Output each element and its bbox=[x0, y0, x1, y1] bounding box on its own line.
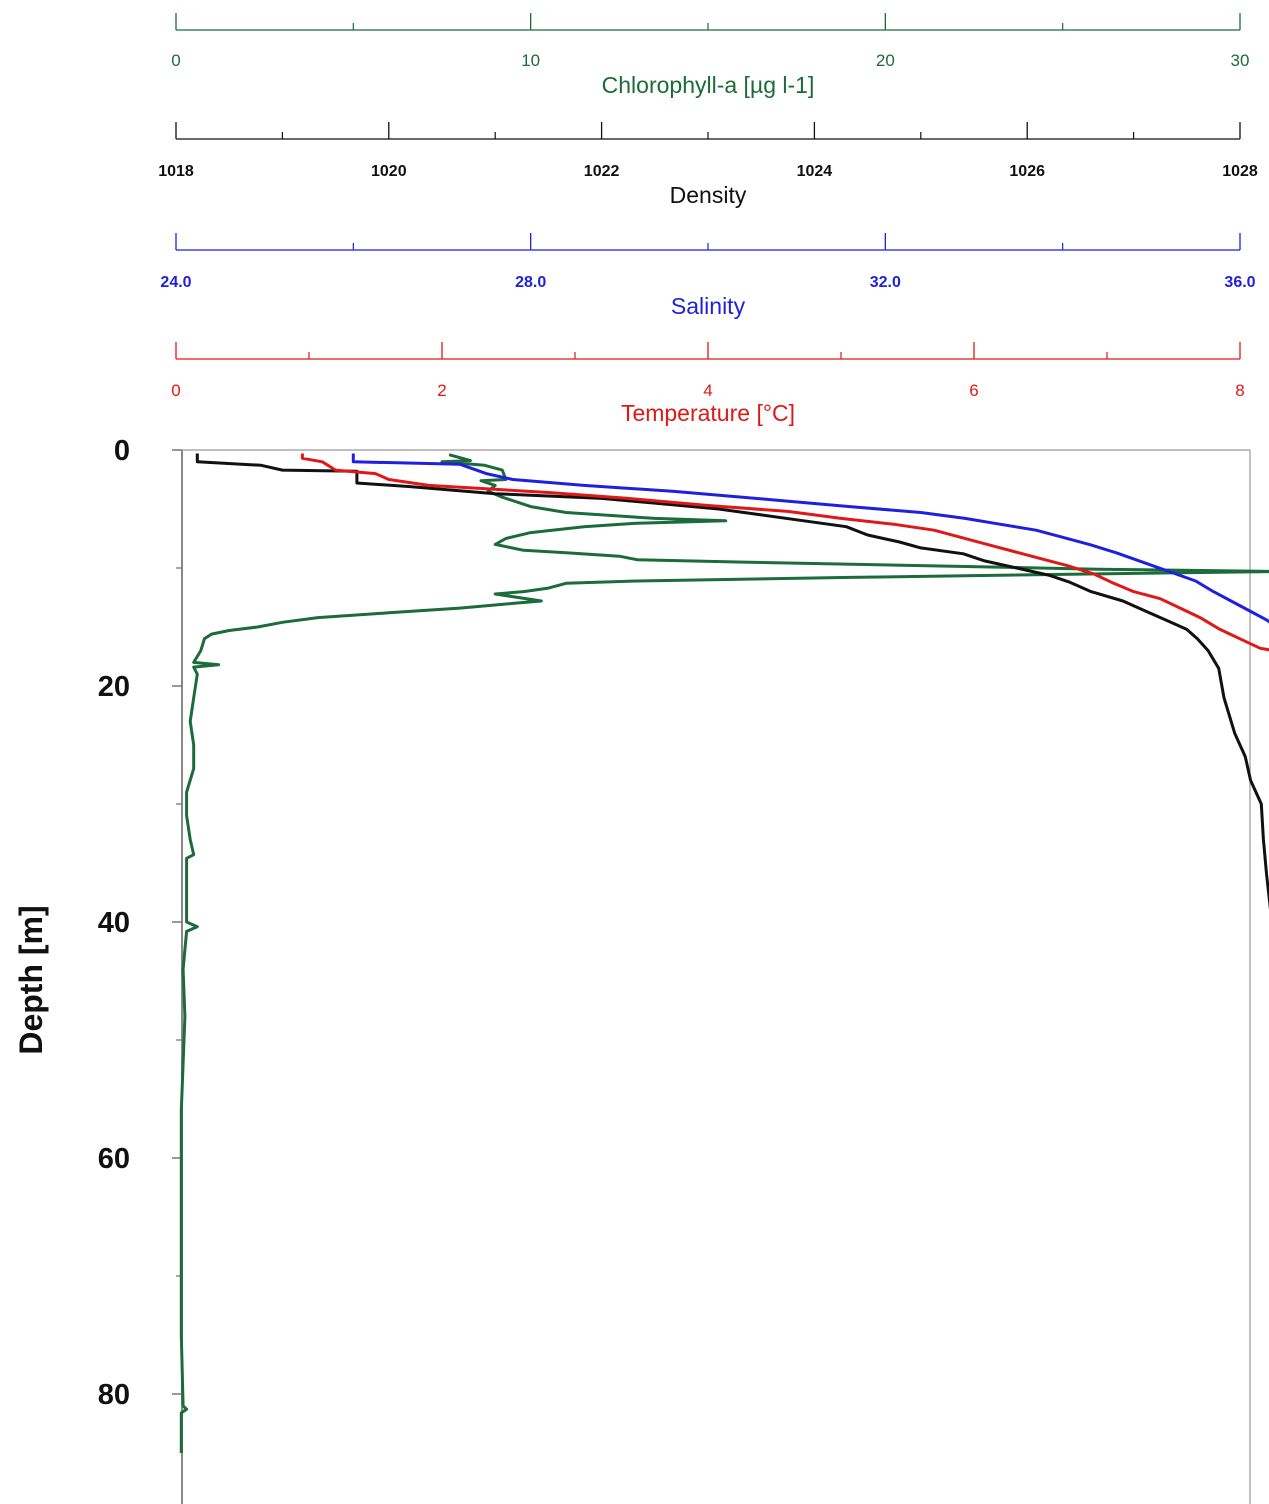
tick-label-tmp: 4 bbox=[703, 381, 712, 400]
depth-tick-label: 60 bbox=[98, 1143, 130, 1175]
series-line-tmp bbox=[300, 453, 1269, 652]
series-line-sal bbox=[351, 453, 1269, 624]
tick-label-sal: 28.0 bbox=[515, 274, 546, 291]
depth-axis-title: Depth [m] bbox=[13, 905, 49, 1054]
series-layer bbox=[179, 453, 1269, 1453]
tick-label-den: 1022 bbox=[584, 163, 620, 180]
tick-label-den: 1024 bbox=[797, 163, 833, 180]
plot-frame bbox=[181, 449, 1251, 1504]
top-axis-chl: 0 10 20 30 Chlorophyll-a [µg l-1] bbox=[171, 13, 1249, 98]
tick-label-tmp: 2 bbox=[437, 381, 446, 400]
tick-label-chl: 10 bbox=[521, 51, 540, 70]
top-axis-tmp: 0 2 4 6 8 Temperature [°C] bbox=[171, 342, 1245, 426]
tick-label-tmp: 6 bbox=[969, 381, 978, 400]
tick-label-chl: 30 bbox=[1231, 51, 1250, 70]
tick-label-tmp: 8 bbox=[1235, 381, 1244, 400]
tick-label-sal: 32.0 bbox=[870, 274, 901, 291]
depth-tick-label: 20 bbox=[98, 671, 130, 703]
axis-title-tmp: Temperature [°C] bbox=[621, 400, 795, 426]
top-axis-sal: 24.0 28.0 32.0 36.0 Salinity bbox=[160, 233, 1256, 319]
series-line-chl bbox=[179, 453, 1269, 1453]
tick-label-den: 1018 bbox=[158, 163, 194, 180]
tick-label-sal: 36.0 bbox=[1224, 274, 1255, 291]
axis-title-sal: Salinity bbox=[671, 293, 746, 319]
tick-label-sal: 24.0 bbox=[160, 274, 191, 291]
axis-title-den: Density bbox=[670, 182, 747, 208]
depth-axis: 0 20 40 60 80 Depth [m] bbox=[13, 435, 182, 1411]
depth-tick-label: 0 bbox=[114, 435, 130, 467]
axis-title-chl: Chlorophyll-a [µg l-1] bbox=[602, 72, 815, 98]
tick-label-chl: 0 bbox=[171, 51, 180, 70]
depth-tick-label: 80 bbox=[98, 1379, 130, 1411]
series-line-den bbox=[195, 453, 1269, 910]
tick-label-chl: 20 bbox=[876, 51, 895, 70]
tick-label-den: 1020 bbox=[371, 163, 407, 180]
top-axis-den: 1018 1020 1022 1024 1026 1028 Density bbox=[158, 122, 1258, 208]
tick-label-tmp: 0 bbox=[171, 381, 180, 400]
tick-label-den: 1028 bbox=[1222, 163, 1258, 180]
tick-label-den: 1026 bbox=[1009, 163, 1045, 180]
depth-tick-label: 40 bbox=[98, 907, 130, 939]
